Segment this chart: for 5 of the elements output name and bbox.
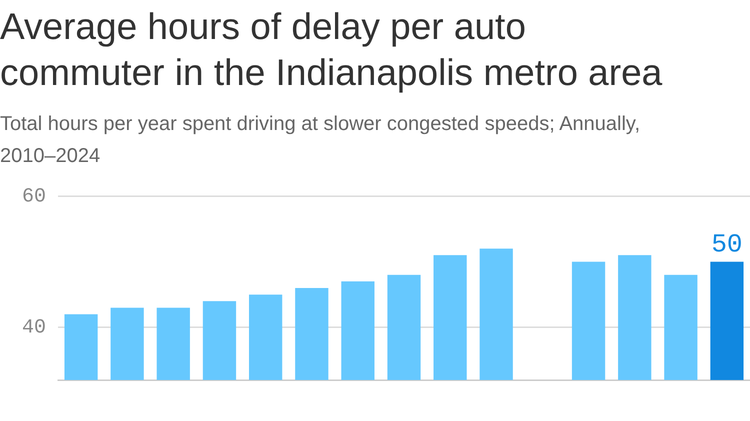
data-label: 50 — [711, 230, 743, 260]
chart-title: Average hours of delay per auto commuter in the Indianapolis metro area — [0, 5, 664, 95]
y-tick-label: 40 — [22, 316, 46, 340]
chart-subtitle: Total hours per year spent driving at slower congested speeds; Annually, 2010–2024 — [0, 112, 641, 169]
y-tick-label: 60 — [22, 185, 46, 208]
